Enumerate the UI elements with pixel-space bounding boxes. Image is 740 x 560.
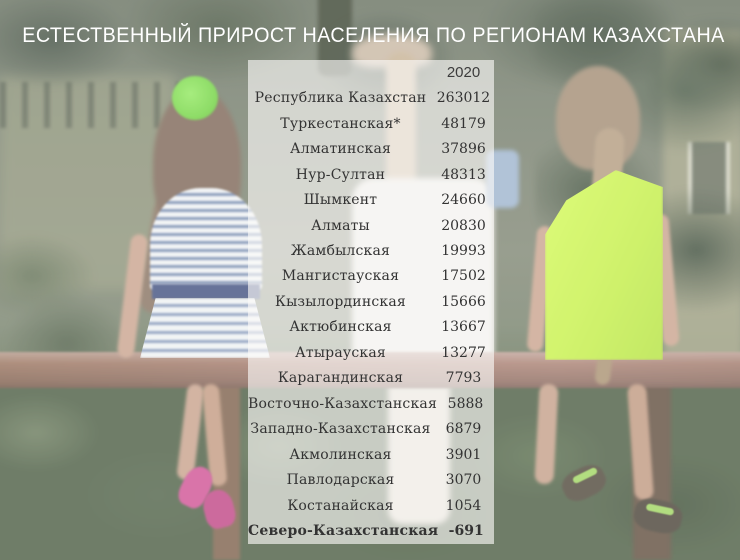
region-name: Атырауская <box>295 344 386 361</box>
region-name: Актюбинская <box>289 319 392 336</box>
left-girl-striped-top <box>150 188 262 292</box>
region-name: Шымкент <box>303 192 378 209</box>
region-name: Туркестанская* <box>280 115 401 132</box>
table-row: Акмолинская 3901 <box>248 442 494 467</box>
table-row: Павлодарская 3070 <box>248 468 494 493</box>
region-value: 3070 <box>445 472 482 489</box>
region-value: 20830 <box>441 217 486 234</box>
table-row: Нур-Султан 48313 <box>248 162 494 187</box>
page-title: ЕСТЕСТВЕННЫЙ ПРИРОСТ НАСЕЛЕНИЯ ПО РЕГИОН… <box>22 24 725 47</box>
region-name: Западно-Казахстанская <box>250 421 431 438</box>
region-value: 13277 <box>441 344 486 361</box>
region-name: Восточно-Казахстанская <box>248 395 437 412</box>
region-name: Павлодарская <box>286 472 395 489</box>
region-value: 6879 <box>445 421 482 438</box>
region-value: 37896 <box>441 141 486 158</box>
regions-table-panel: 2020 Республика Казахстан 263012 Туркестан… <box>248 60 494 544</box>
region-value: 3901 <box>445 446 482 463</box>
region-value: 1054 <box>445 497 482 514</box>
left-girl-waistband <box>152 284 260 299</box>
table-header-row: 2020 <box>248 60 494 85</box>
region-name: Жамбылская <box>290 243 391 260</box>
region-value: -691 <box>448 523 484 540</box>
region-value: 15666 <box>441 293 486 310</box>
region-value: 48179 <box>441 115 486 132</box>
region-name: Республика Казахстан <box>254 90 427 107</box>
table-row: Костанайская 1054 <box>248 493 494 518</box>
region-name: Кызылординская <box>275 293 406 310</box>
region-name: Алматинская <box>289 141 392 158</box>
table-row: Атырауская 13277 <box>248 340 494 365</box>
region-value: 263012 <box>436 90 491 107</box>
region-value: 48313 <box>441 166 486 183</box>
region-name: Акмолинская <box>289 446 392 463</box>
region-value: 17502 <box>441 268 486 285</box>
table-row: Алматинская 37896 <box>248 136 494 161</box>
region-value: 5888 <box>447 395 484 412</box>
left-girl-green-scrunchie <box>172 76 218 120</box>
table-row: Карагандинская 7793 <box>248 366 494 391</box>
region-name: Мангистауская <box>281 268 400 285</box>
table-row: Западно-Казахстанская 6879 <box>248 417 494 442</box>
table-row: Республика Казахстан 263012 <box>248 85 494 110</box>
region-name: Алматы <box>311 217 370 234</box>
region-name: Северо-Казахстанская <box>248 523 439 540</box>
table-row: Актюбинская 13667 <box>248 315 494 340</box>
table-row: Мангистауская 17502 <box>248 264 494 289</box>
region-name: Костанайская <box>287 497 394 514</box>
table-row: Алматы 20830 <box>248 213 494 238</box>
table-row: Кызылординская 15666 <box>248 289 494 314</box>
region-value: 13667 <box>441 319 486 336</box>
region-value: 7793 <box>445 370 482 387</box>
table-row: Жамбылская 19993 <box>248 238 494 263</box>
region-value: 19993 <box>441 243 486 260</box>
table-row: Восточно-Казахстанская 5888 <box>248 391 494 416</box>
table-row: Туркестанская* 48179 <box>248 111 494 136</box>
table-row: Шымкент 24660 <box>248 187 494 212</box>
year-header: 2020 <box>446 64 481 82</box>
table-row: Северо-Казахстанская -691 <box>248 518 494 543</box>
region-name: Карагандинская <box>277 370 404 387</box>
region-name: Нур-Султан <box>295 166 386 183</box>
region-value: 24660 <box>441 192 486 209</box>
